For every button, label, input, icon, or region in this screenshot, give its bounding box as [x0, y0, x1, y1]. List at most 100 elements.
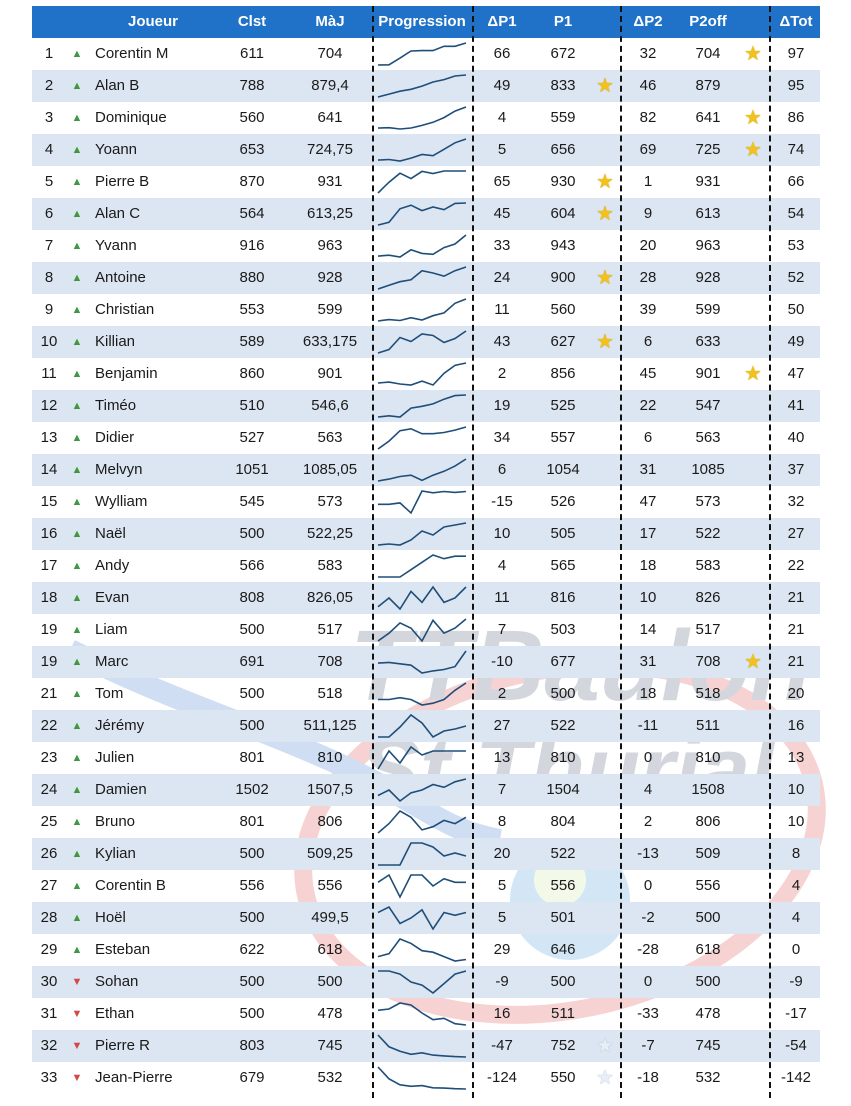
delta-total-value: 13	[787, 749, 805, 766]
rank-cell: 7	[44, 237, 54, 254]
up-triangle-icon: ▲	[71, 176, 83, 188]
table-row: 19 ▲ Liam 500 517 7 503 14 517 21	[32, 614, 820, 646]
maj-value: 1507,5	[307, 781, 353, 798]
down-triangle-icon: ▼	[71, 1040, 83, 1052]
sparkline-line	[377, 905, 467, 931]
p2off-value: 547	[695, 397, 721, 414]
delta-total-value: 37	[787, 461, 805, 478]
delta-p2-value: 22	[639, 397, 657, 414]
clst-value: 560	[239, 109, 265, 126]
p1-value: 511	[551, 1005, 575, 1022]
sparkline-line	[377, 74, 467, 98]
table-row: 19 ▲ Marc 691 708 -10 677 31 708 ★ 21	[32, 646, 820, 678]
up-triangle-icon: ▲	[71, 144, 83, 156]
p2off-value: 613	[695, 205, 721, 222]
delta-total-value: 74	[787, 141, 805, 158]
p2off-value: 532	[695, 1069, 721, 1086]
progression-sparkline	[374, 582, 470, 614]
maj-value: 704	[317, 45, 343, 62]
rank-cell: 12	[40, 397, 58, 414]
delta-p1-value: 7	[497, 781, 507, 798]
p1-value: 833	[550, 77, 576, 94]
table-row: 12 ▲ Timéo 510 546,6 19 525 22 547 41	[32, 390, 820, 422]
p1-star-icon: ★	[596, 75, 614, 97]
maj-value: 509,25	[307, 845, 353, 862]
rank-cell: 15	[40, 493, 58, 510]
delta-p1-value: 5	[497, 877, 507, 894]
maj-value: 522,25	[307, 525, 353, 542]
p2off-value: 931	[695, 173, 721, 190]
maj-value: 618	[317, 941, 343, 958]
sparkline-line	[377, 106, 467, 130]
delta-p1-value: 5	[497, 909, 507, 926]
player-name: Melvyn	[95, 461, 143, 478]
sparkline-line	[378, 490, 467, 515]
rank-cell: 16	[40, 525, 58, 542]
player-name: Timéo	[95, 397, 137, 414]
player-name: Alan C	[95, 205, 141, 222]
clst-value: 500	[239, 845, 265, 862]
player-name: Marc	[95, 653, 129, 670]
delta-p2-value: 17	[639, 525, 657, 542]
delta-total-value: 47	[787, 365, 805, 382]
delta-p1-value: 7	[497, 621, 507, 638]
delta-p1-value: 2	[497, 365, 507, 382]
p1-star-icon: ★	[596, 1035, 614, 1057]
sparkline-line	[377, 1002, 467, 1026]
delta-p1-value: 65	[493, 173, 511, 190]
maj-value: 963	[317, 237, 343, 254]
sparkline-line	[377, 585, 467, 611]
table-row: 13 ▲ Didier 527 563 34 557 6 563 40	[32, 422, 820, 454]
rank-cell: 28	[40, 909, 58, 926]
delta-p1-value: 33	[493, 237, 511, 254]
clst-value: 589	[239, 333, 265, 350]
table-row: 24 ▲ Damien 1502 1507,5 7 1504 4 1508 10	[32, 774, 820, 806]
sparkline-line	[377, 778, 467, 803]
rank-cell: 11	[41, 365, 57, 382]
delta-total-value: -142	[780, 1069, 812, 1086]
table-row: 7 ▲ Yvann 916 963 33 943 20 963 53	[32, 230, 820, 262]
clst-value: 880	[239, 269, 265, 286]
rank-cell: 8	[44, 269, 54, 286]
clst-value: 556	[239, 877, 265, 894]
up-triangle-icon: ▲	[71, 720, 83, 732]
delta-total-value: 0	[791, 941, 801, 958]
maj-value: 546,6	[311, 397, 349, 414]
maj-value: 599	[317, 301, 343, 318]
player-name: Didier	[95, 429, 135, 446]
table-row: 33 ▼ Jean-Pierre 679 532 -124 550 ★ -18 532 -142	[32, 1062, 820, 1094]
delta-p1-value: -124	[486, 1069, 518, 1086]
table-row: 17 ▲ Andy 566 583 4 565 18 583 22	[32, 550, 820, 582]
p1-value: 501	[550, 909, 576, 926]
progression-sparkline	[374, 966, 470, 998]
up-triangle-icon: ▲	[71, 400, 83, 412]
p1-value: 646	[550, 941, 576, 958]
rank-cell: 3	[44, 109, 54, 126]
maj-value: 511,125	[303, 717, 357, 734]
delta-p2-value: 6	[643, 429, 653, 446]
delta-p2-value: -33	[637, 1005, 659, 1022]
progression-sparkline	[374, 934, 470, 966]
delta-p1-value: 19	[493, 397, 511, 414]
rank-cell: 13	[40, 429, 58, 446]
player-name: Antoine	[95, 269, 146, 286]
delta-p1-value: 27	[493, 717, 511, 734]
p2off-value: 500	[695, 973, 721, 990]
maj-value: 708	[317, 653, 343, 670]
table-header: Joueur Clst MàJ Progression ΔP1 P1 ΔP2 P…	[32, 6, 820, 38]
clst-value: 916	[239, 237, 265, 254]
delta-total-value: 49	[787, 333, 805, 350]
progression-sparkline	[374, 326, 470, 358]
p2off-value: 618	[695, 941, 721, 958]
sparkline-line	[377, 938, 467, 962]
delta-p1-value: 4	[497, 109, 507, 126]
p2-star-icon: ★	[744, 139, 762, 161]
clst-value: 622	[239, 941, 265, 958]
p1-value: 627	[550, 333, 576, 350]
maj-value: 810	[317, 749, 343, 766]
player-name: Damien	[95, 781, 147, 798]
delta-p2-value: 18	[639, 557, 657, 574]
sparkline-line	[377, 42, 467, 66]
maj-value: 806	[317, 813, 343, 830]
up-triangle-icon: ▲	[71, 528, 83, 540]
